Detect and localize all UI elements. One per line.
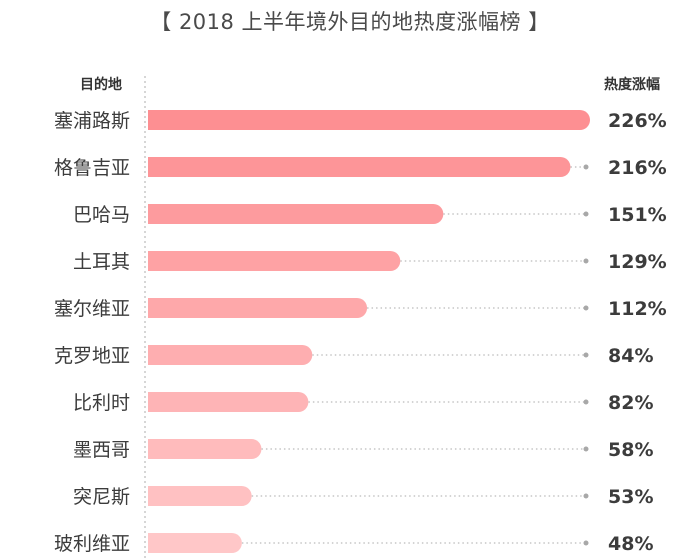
bar — [148, 204, 444, 224]
leader-end-dot — [583, 446, 589, 452]
leader-end-dot — [583, 164, 589, 170]
bar — [148, 439, 262, 459]
bar — [148, 157, 571, 177]
column-header-growth: 热度涨幅 — [604, 77, 660, 93]
value-label: 151% — [608, 204, 667, 226]
category-label: 塞尔维亚 — [54, 298, 130, 320]
value-label: 216% — [608, 157, 667, 179]
bar — [148, 392, 309, 412]
value-label: 84% — [608, 345, 653, 367]
chart-title: 【 2018 上半年境外目的地热度涨幅榜 】 — [150, 10, 550, 34]
category-label: 格鲁吉亚 — [54, 157, 130, 179]
category-label: 塞浦路斯 — [54, 110, 130, 132]
category-label: 比利时 — [73, 392, 130, 414]
category-label: 土耳其 — [73, 251, 130, 273]
leader-end-dot — [583, 258, 589, 264]
leader-end-dot — [583, 399, 589, 405]
bar — [148, 251, 401, 271]
bar — [148, 533, 242, 553]
bar — [148, 486, 252, 506]
value-label: 82% — [608, 392, 653, 414]
value-label: 53% — [608, 486, 653, 508]
value-label: 226% — [608, 110, 667, 132]
bar — [148, 345, 313, 365]
value-label: 58% — [608, 439, 653, 461]
leader-end-dot — [583, 540, 589, 546]
value-label: 112% — [608, 298, 667, 320]
leader-end-dot — [583, 211, 589, 217]
column-header-destination: 目的地 — [80, 77, 122, 93]
category-label: 玻利维亚 — [54, 533, 130, 555]
leader-end-dot — [583, 352, 589, 358]
value-label: 129% — [608, 251, 667, 273]
category-label: 突尼斯 — [73, 486, 130, 508]
leader-end-dot — [583, 493, 589, 499]
leader-end-dot — [583, 305, 589, 311]
bar — [148, 110, 590, 130]
category-label: 克罗地亚 — [54, 345, 130, 367]
bar — [148, 298, 368, 318]
category-label: 墨西哥 — [73, 439, 130, 461]
category-label: 巴哈马 — [73, 204, 130, 226]
value-label: 48% — [608, 533, 653, 555]
